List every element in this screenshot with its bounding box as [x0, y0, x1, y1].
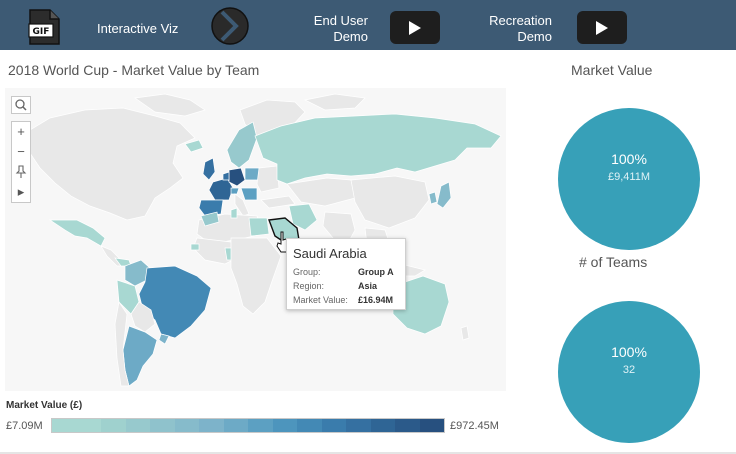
interactive-viz-label[interactable]: Interactive Viz [97, 21, 179, 36]
mexico-shape[interactable] [48, 219, 106, 247]
brazil-shape[interactable] [138, 265, 212, 339]
legend-swatch-13 [370, 419, 395, 432]
argentina-shape[interactable] [122, 325, 158, 387]
play-icon [596, 21, 608, 35]
legend-swatch-1 [76, 419, 101, 432]
map-zoom-toolbar: + − ▸ [11, 121, 31, 203]
legend-swatch-9 [272, 419, 297, 432]
legend-swatch-3 [125, 419, 150, 432]
country-tooltip: Saudi Arabia Group: Group A Region: Asia… [286, 238, 406, 310]
pin-map-button[interactable] [12, 162, 30, 182]
scandinavia-shape[interactable] [226, 121, 258, 169]
zoom-out-button[interactable]: − [17, 144, 25, 159]
arctic-russia-shape [303, 93, 366, 111]
legend-min-value: £7.09M [6, 420, 43, 432]
belgium-shape[interactable] [222, 171, 230, 181]
morocco-shape[interactable] [200, 211, 220, 227]
color-legend-bar[interactable] [51, 418, 445, 433]
egypt-shape[interactable] [248, 217, 270, 237]
gif-icon[interactable]: GIF [26, 8, 62, 46]
germany-shape[interactable] [228, 167, 246, 187]
china-shape [350, 175, 430, 229]
central-africa-shape [230, 237, 282, 315]
recreation-demo-play-button[interactable] [577, 11, 627, 44]
japan-shape[interactable] [436, 181, 452, 209]
eastern-europe-shape [256, 165, 280, 193]
end-user-demo-label[interactable]: End User Demo [313, 13, 368, 44]
pin-icon [15, 165, 27, 178]
uk-shape[interactable] [202, 157, 216, 181]
tooltip-market-value: £16.94M [358, 295, 394, 305]
switzerland-shape[interactable] [230, 187, 240, 195]
legend-title: Market Value (£) [6, 400, 83, 411]
north-america-shape [24, 107, 196, 221]
expand-toolbar-button[interactable]: ▸ [17, 184, 25, 199]
tunisia-shape[interactable] [230, 207, 238, 219]
legend-swatch-15 [419, 419, 444, 432]
turkey-shape [260, 195, 296, 209]
legend-swatch-4 [150, 419, 175, 432]
teams-kpi-circle[interactable]: 100% 32 [558, 301, 700, 443]
tooltip-group-label: Group: [293, 267, 321, 277]
market-value-title: Market Value [571, 62, 653, 78]
legend-swatch-14 [395, 419, 420, 432]
croatia-serbia-shape[interactable] [240, 187, 258, 201]
world-map-canvas[interactable] [5, 88, 506, 391]
australia-shape[interactable] [392, 275, 450, 335]
bolivia-paraguay-shape [130, 301, 156, 333]
market-value-kpi-circle[interactable]: 100% £9,411M [558, 108, 700, 250]
russia-shape[interactable] [254, 113, 502, 185]
teams-percent: 100% [611, 344, 647, 360]
map-search-button[interactable] [11, 96, 31, 114]
teams-count-title: # of Teams [579, 254, 648, 270]
svg-text:GIF: GIF [33, 27, 50, 37]
iran-shape[interactable] [288, 203, 318, 231]
poland-shape[interactable] [244, 167, 260, 181]
zoom-in-button[interactable]: + [17, 124, 25, 139]
legend-swatch-6 [199, 419, 224, 432]
tooltip-region-label: Region: [293, 281, 325, 291]
uruguay-shape[interactable] [158, 333, 170, 345]
arctic-islands-shape [134, 93, 206, 117]
market-value-percent: 100% [611, 151, 647, 167]
chile-shape [114, 301, 130, 387]
new-zealand-shape [460, 325, 470, 341]
world-map[interactable] [5, 88, 506, 391]
iceland-shape[interactable] [184, 139, 204, 153]
recreation-demo-label[interactable]: Recreation Demo [489, 13, 552, 44]
viz-logo-icon[interactable] [210, 6, 250, 46]
tooltip-group-value: Group A [358, 267, 394, 277]
tooltip-country: Saudi Arabia [293, 246, 367, 261]
korea-shape[interactable] [428, 191, 438, 205]
market-value-total: £9,411M [608, 171, 650, 183]
legend-max-value: £972.45M [450, 420, 499, 432]
teams-count: 32 [622, 364, 636, 376]
legend-swatch-0 [52, 419, 77, 432]
legend-swatch-7 [223, 419, 248, 432]
header-bar: GIF Interactive Viz End User Demo Recrea… [0, 0, 736, 50]
legend-swatch-2 [101, 419, 126, 432]
legend-swatch-8 [248, 419, 273, 432]
end-user-demo-play-button[interactable] [390, 11, 440, 44]
play-icon [409, 21, 421, 35]
map-title: 2018 World Cup - Market Value by Team [8, 62, 260, 78]
legend-swatch-11 [321, 419, 346, 432]
search-icon [15, 99, 27, 111]
legend-swatch-10 [297, 419, 322, 432]
legend-swatch-12 [346, 419, 371, 432]
legend-swatch-5 [174, 419, 199, 432]
tooltip-region-value: Asia [358, 281, 378, 291]
central-asia-shape [286, 177, 356, 207]
bottom-divider [0, 452, 736, 454]
senegal-shape[interactable] [190, 243, 200, 251]
tooltip-market-label: Market Value: [293, 295, 348, 305]
